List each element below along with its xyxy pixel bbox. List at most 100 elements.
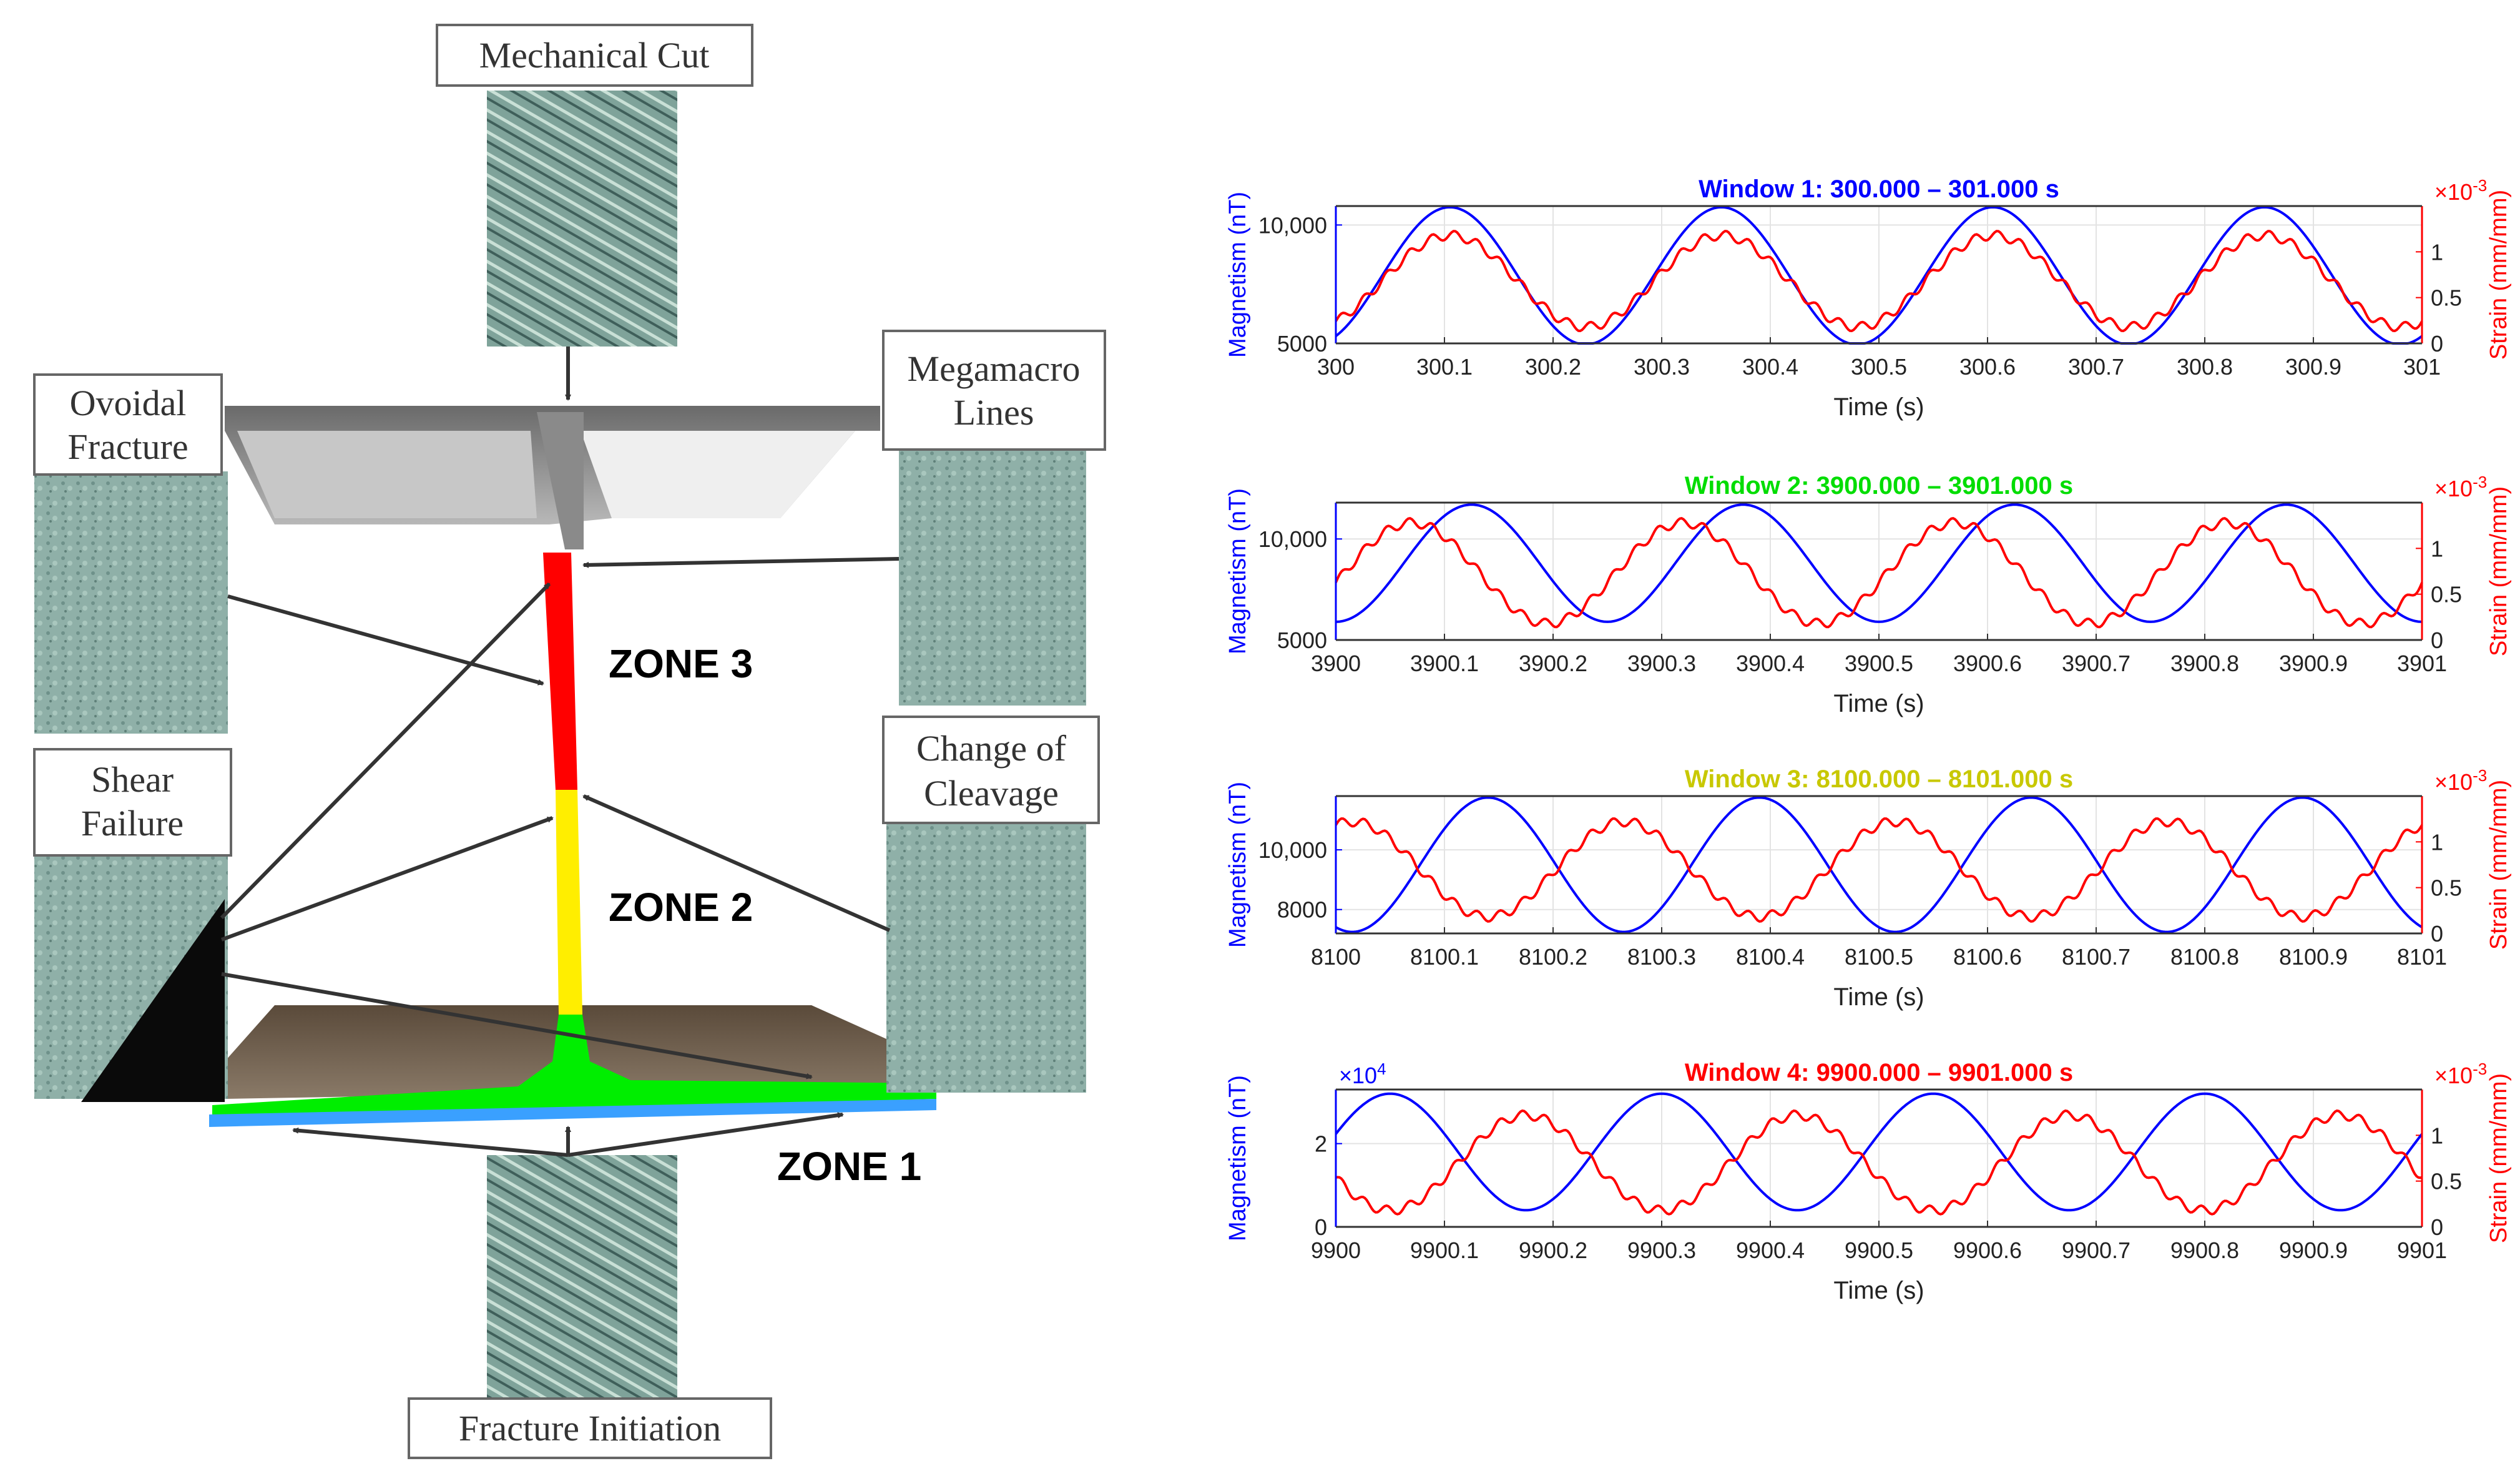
x-tick-label: 3900 bbox=[1311, 651, 1361, 676]
x-tick-label: 300.3 bbox=[1634, 354, 1690, 380]
y-axis-label-right: Strain (mm/mm) bbox=[2486, 1073, 2512, 1243]
x-tick-label: 9900.8 bbox=[2170, 1237, 2239, 1263]
x-tick-label: 8100.1 bbox=[1410, 944, 1479, 970]
x-tick-label: 8100.3 bbox=[1627, 944, 1696, 970]
y-tick-label-right: 1 bbox=[2431, 536, 2443, 561]
shear-failure-label-box bbox=[33, 748, 232, 857]
zone2-label: ZONE 2 bbox=[609, 885, 753, 930]
chart-title: Window 4: 9900.000 – 9901.000 s bbox=[1685, 1059, 2073, 1086]
beam-cross-section bbox=[209, 406, 936, 1127]
x-tick-label: 9900.4 bbox=[1736, 1237, 1805, 1263]
y-tick-label-right: 0 bbox=[2431, 331, 2443, 357]
y-axis-label-right: Strain (mm/mm) bbox=[2486, 190, 2512, 360]
ovoidal-fracture-label-line1: Ovoidal bbox=[70, 383, 187, 423]
x-tick-label: 8101 bbox=[2397, 944, 2447, 970]
change-of-cleavage-label-box bbox=[882, 716, 1100, 824]
x-tick-label: 300.5 bbox=[1851, 354, 1907, 380]
y-tick-label-right: 0.5 bbox=[2431, 285, 2462, 311]
x-tick-label: 8100.8 bbox=[2170, 944, 2239, 970]
y-tick-label-right: 0 bbox=[2431, 921, 2443, 947]
y-tick-label-right: 0.5 bbox=[2431, 1169, 2462, 1194]
x-tick-label: 8100.5 bbox=[1845, 944, 1913, 970]
x-tick-label: 3900.1 bbox=[1410, 651, 1479, 676]
right-exponent: ×10-3 bbox=[2434, 473, 2487, 501]
x-tick-label: 9900.6 bbox=[1953, 1237, 2022, 1263]
arrow-init-left bbox=[292, 1127, 569, 1157]
x-axis-label: Time (s) bbox=[1833, 393, 1924, 421]
y-tick-label-right: 0.5 bbox=[2431, 875, 2462, 901]
annotation-arrows bbox=[220, 347, 900, 1157]
chart-title: Window 2: 3900.000 – 3901.000 s bbox=[1685, 472, 2073, 499]
x-tick-label: 300.4 bbox=[1742, 354, 1798, 380]
shear-failure-label-line2: Failure bbox=[81, 803, 184, 844]
y-axis-label-left: Magnetism (nT) bbox=[1225, 488, 1251, 654]
x-axis-label: Time (s) bbox=[1833, 690, 1924, 717]
ovoidal-fracture-label-line2: Fracture bbox=[67, 426, 188, 467]
x-tick-label: 9900.5 bbox=[1845, 1237, 1913, 1263]
mechanical-cut-photo bbox=[487, 91, 677, 347]
y-tick-label-right: 1 bbox=[2431, 1123, 2443, 1148]
x-tick-label: 300.6 bbox=[1959, 354, 2016, 380]
series-strain-line bbox=[1335, 517, 2423, 629]
x-tick-label: 8100.4 bbox=[1736, 944, 1805, 970]
x-tick-label: 8100.9 bbox=[2279, 944, 2348, 970]
x-tick-label: 3900.7 bbox=[2062, 651, 2130, 676]
x-tick-label: 3900.6 bbox=[1953, 651, 2022, 676]
y-axis-label-right: Strain (mm/mm) bbox=[2486, 780, 2512, 950]
zone3-label: ZONE 3 bbox=[609, 641, 753, 686]
x-tick-label: 300.2 bbox=[1525, 354, 1581, 380]
y-tick-label-left: 8000 bbox=[1277, 897, 1327, 923]
arrow-shear-3 bbox=[221, 972, 813, 1080]
chart-window-2: 3900 3900.1 3900.2 3900.3 3900.4 3900.5 3900.6… bbox=[1225, 472, 2512, 717]
fracture-initiation-label-box bbox=[408, 1397, 772, 1459]
megamacro-lines-label-box bbox=[882, 330, 1106, 451]
x-tick-label: 3900.8 bbox=[2170, 651, 2239, 676]
mechanical-cut-label-box bbox=[436, 24, 753, 87]
x-tick-label: 8100.7 bbox=[2062, 944, 2130, 970]
chart-title: Window 1: 300.000 – 301.000 s bbox=[1699, 175, 2059, 203]
right-exponent: ×10-3 bbox=[2434, 766, 2487, 795]
y-tick-label-left: 0 bbox=[1315, 1214, 1327, 1240]
zone1-region bbox=[212, 1015, 936, 1118]
y-tick-label-right: 1 bbox=[2431, 239, 2443, 265]
charts-area: 300 300.1 300.2 300.3 300.4 300.5 300.6 300.7 30… bbox=[1225, 175, 2512, 1304]
change-of-cleavage-label-line1: Change of bbox=[916, 728, 1067, 769]
x-tick-label: 9901 bbox=[2397, 1237, 2447, 1263]
x-tick-label: 3900.5 bbox=[1845, 651, 1913, 676]
x-tick-label: 3901 bbox=[2397, 651, 2447, 676]
y-axis-label-left: Magnetism (nT) bbox=[1225, 1075, 1251, 1241]
inner-web-cavity bbox=[275, 518, 549, 1011]
arrow-shear-1 bbox=[220, 582, 551, 920]
right-exponent-value: -3 bbox=[2473, 473, 2487, 491]
base-line bbox=[209, 1099, 936, 1127]
arrow-init-right bbox=[567, 1112, 844, 1157]
right-exponent-value: -3 bbox=[2473, 1060, 2487, 1078]
shear-failure-label-line1: Shear bbox=[91, 759, 174, 800]
megamacro-lines-label-line1: Megamacro bbox=[908, 348, 1081, 389]
ovoidal-fracture-photo bbox=[34, 471, 228, 734]
arrow-ovoidal bbox=[227, 594, 544, 686]
fracture-diagram: Mechanical Cut Ovoidal Fracture Megamacr… bbox=[33, 24, 1106, 1459]
y-tick-label-left: 5000 bbox=[1277, 331, 1327, 357]
y-tick-label-left: 10,000 bbox=[1258, 526, 1327, 552]
x-tick-label: 8100.6 bbox=[1953, 944, 2022, 970]
x-tick-label: 9900 bbox=[1311, 1237, 1361, 1263]
y-tick-label-right: 0.5 bbox=[2431, 582, 2462, 608]
right-exponent: ×10-3 bbox=[2434, 176, 2487, 205]
x-tick-label: 3900.9 bbox=[2279, 651, 2348, 676]
y-tick-label-right: 1 bbox=[2431, 829, 2443, 855]
x-tick-label: 8100 bbox=[1311, 944, 1361, 970]
series-magnetism-line bbox=[1335, 503, 2423, 623]
zone1-label: ZONE 1 bbox=[777, 1144, 921, 1189]
x-tick-label: 300.9 bbox=[2285, 354, 2341, 380]
chart-title: Window 3: 8100.000 – 8101.000 s bbox=[1685, 765, 2073, 793]
arrow-cleavage bbox=[582, 794, 891, 932]
x-tick-label: 9900.2 bbox=[1519, 1237, 1587, 1263]
fracture-initiation-photo bbox=[487, 1155, 677, 1411]
shear-failure-dark-region bbox=[81, 899, 225, 1102]
series-strain-line bbox=[1335, 1109, 2423, 1216]
y-tick-label-left: 10,000 bbox=[1258, 212, 1327, 238]
right-exponent-value: -3 bbox=[2473, 176, 2487, 195]
x-tick-label: 3900.3 bbox=[1627, 651, 1696, 676]
